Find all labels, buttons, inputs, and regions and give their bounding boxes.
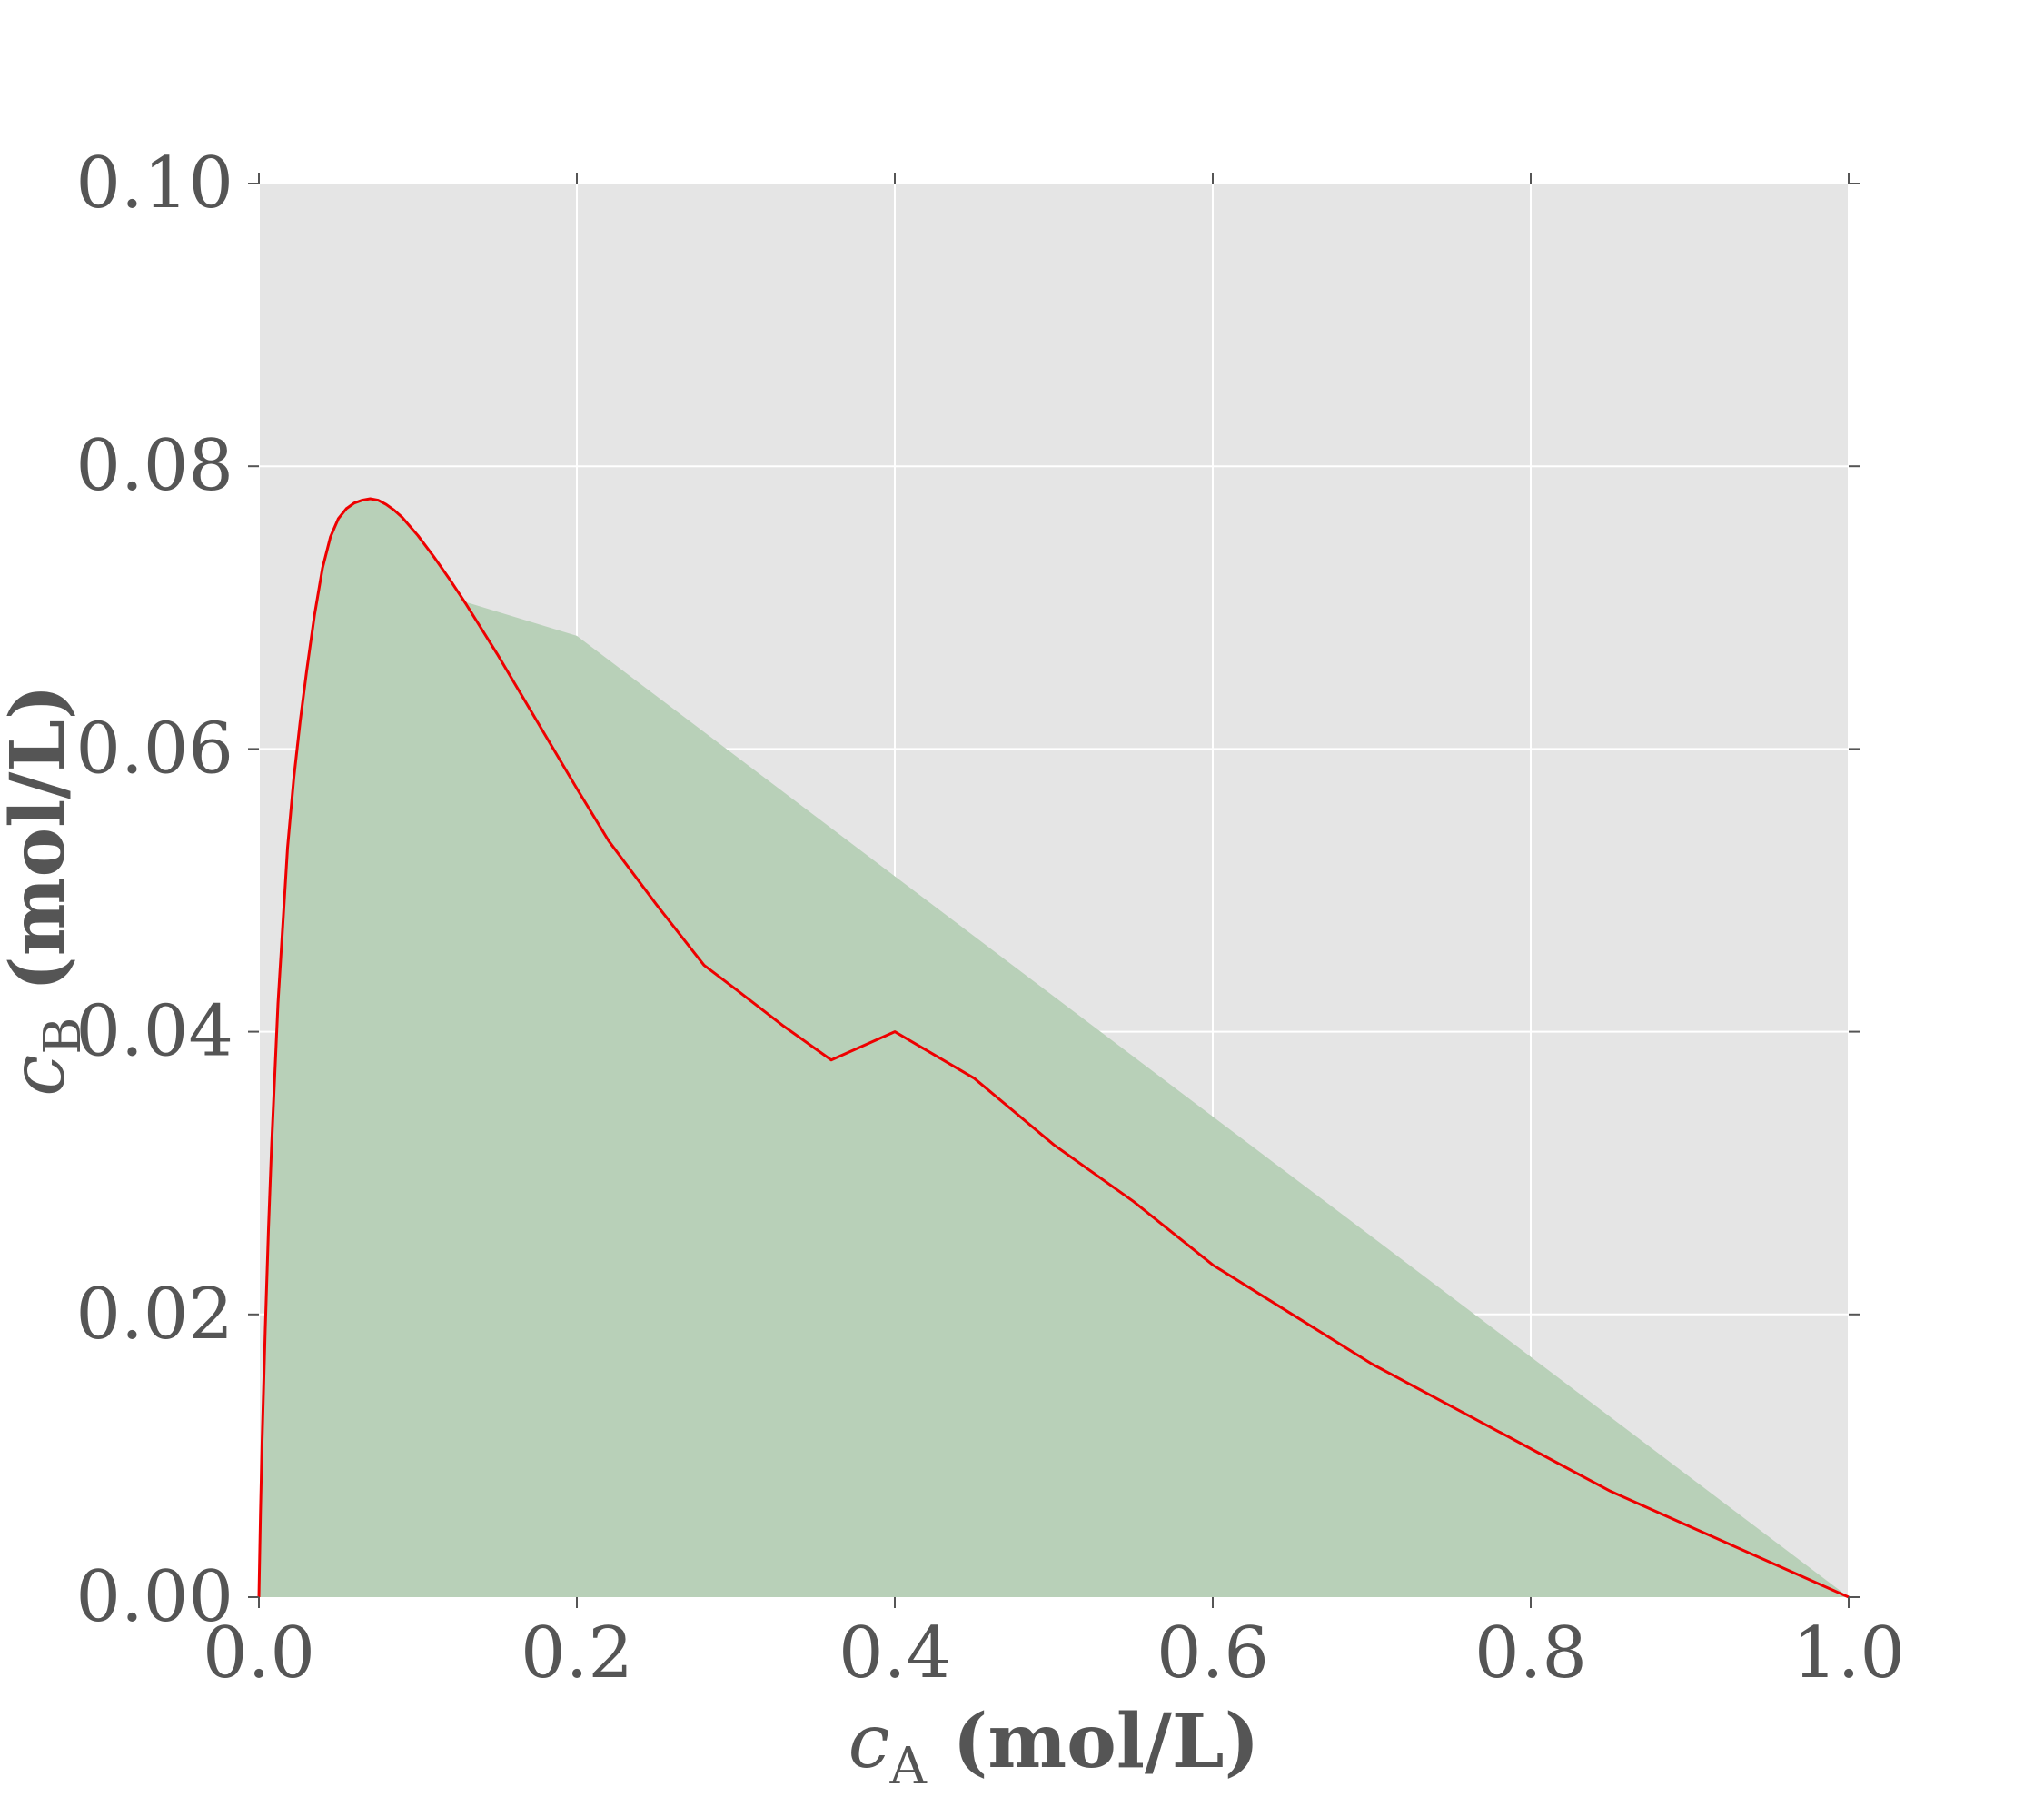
x-tick-label: 0.2	[521, 1613, 633, 1694]
y-axis-title: cB (mol/L)	[0, 684, 93, 1096]
x-axis-title-unit	[927, 1698, 953, 1785]
y-axis-title-variable: c	[0, 1055, 82, 1097]
x-tick-labels: 0.0 0.2 0.4 0.6 0.8 1.0	[203, 1613, 1905, 1694]
x-axis-title-subscript: A	[889, 1737, 928, 1796]
y-tick-label: 0.02	[75, 1274, 233, 1355]
x-tick-label: 0.6	[1156, 1613, 1269, 1694]
y-axis-title-unit	[0, 991, 82, 1018]
y-tick-label: 0.04	[75, 991, 233, 1073]
x-axis-title: cA (mol/L)	[848, 1698, 1260, 1796]
x-axis-title-variable: c	[848, 1699, 890, 1785]
y-tick-label: 0.10	[75, 143, 233, 224]
x-axis-title-unit-text: (mol/L)	[953, 1698, 1260, 1785]
y-tick-label: 0.08	[75, 425, 233, 507]
x-tick-label: 0.0	[203, 1613, 315, 1694]
tick-layer	[248, 173, 1860, 1608]
x-tick-label: 0.4	[838, 1613, 951, 1694]
x-tick-label: 0.8	[1474, 1613, 1587, 1694]
feasible-region-fill	[259, 498, 1849, 1597]
y-tick-label: 0.00	[75, 1556, 233, 1638]
y-axis-title-subscript: B	[34, 1018, 93, 1055]
y-tick-labels: 0.00 0.02 0.04 0.06 0.08 0.10	[75, 143, 233, 1638]
y-tick-label: 0.06	[75, 708, 233, 789]
cb-vs-ca-curve	[257, 497, 1850, 1599]
x-tick-label: 1.0	[1792, 1613, 1905, 1694]
y-axis-title-unit-text: (mol/L)	[0, 684, 82, 991]
